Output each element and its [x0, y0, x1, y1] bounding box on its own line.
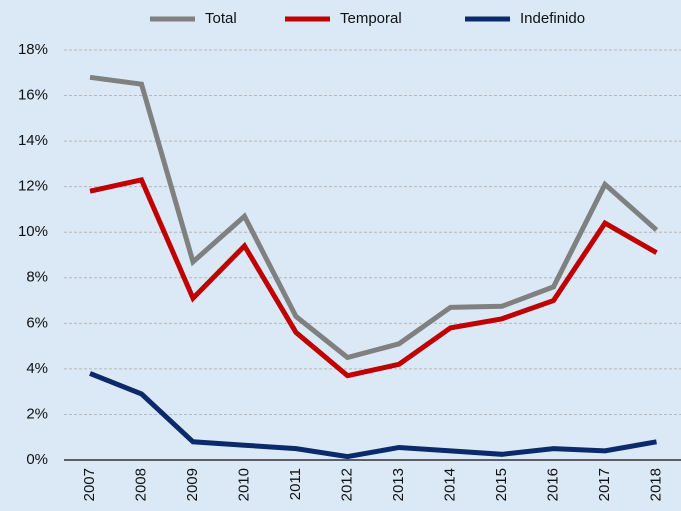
- x-tick-label: 2017: [596, 468, 613, 501]
- line-series: [89, 371, 657, 460]
- y-tick-label: 18%: [18, 41, 48, 58]
- y-tick-label: 16%: [18, 87, 48, 104]
- x-tick-label: 2008: [132, 468, 149, 501]
- x-tick-label: 2011: [287, 468, 304, 500]
- y-tick-label: 14%: [18, 132, 48, 149]
- x-tick-label: 2014: [441, 468, 458, 501]
- y-tick-label: 4%: [26, 360, 48, 377]
- y-tick-label: 2%: [26, 405, 48, 422]
- legend-label: Indefinido: [520, 10, 585, 27]
- x-tick-label: 2016: [544, 468, 561, 501]
- x-tick-label: 2013: [390, 468, 407, 501]
- y-tick-label: 10%: [18, 223, 48, 240]
- y-tick-label: 12%: [18, 178, 48, 195]
- legend-label: Total: [205, 10, 237, 27]
- line-series: [89, 74, 659, 361]
- line-series: [89, 176, 658, 379]
- x-tick-label: 2007: [81, 468, 98, 501]
- y-tick-label: 0%: [26, 451, 48, 468]
- legend-label: Temporal: [340, 10, 402, 27]
- x-tick-label: 2009: [184, 468, 201, 501]
- y-tick-label: 8%: [26, 269, 48, 286]
- x-tick-label: 2018: [647, 468, 664, 501]
- x-tick-label: 2010: [235, 468, 252, 501]
- x-tick-label: 2012: [338, 468, 355, 501]
- y-tick-label: 6%: [26, 314, 48, 331]
- x-tick-label: 2015: [493, 468, 510, 501]
